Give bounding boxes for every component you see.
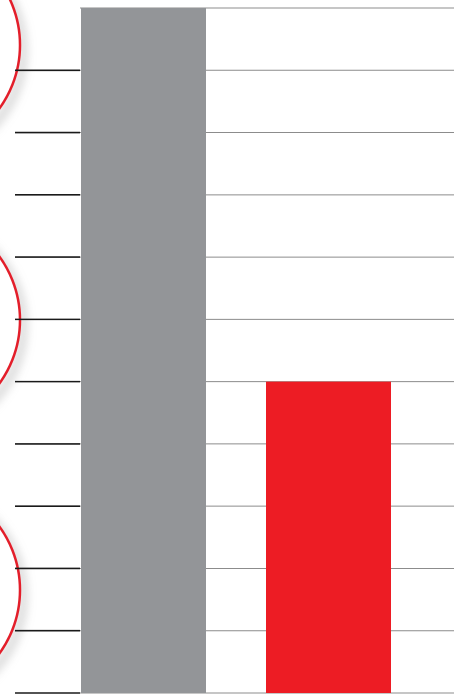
circle-shadow-2 — [0, 254, 26, 398]
bars — [81, 8, 391, 693]
decorative-circle-1 — [0, 0, 22, 110]
decorative-circle-3 — [0, 525, 22, 655]
bar-1 — [81, 8, 206, 693]
circle-shadow-1 — [0, 0, 26, 123]
decorative-circles — [0, 0, 26, 668]
bar-2 — [266, 381, 391, 693]
circle-shadow-3 — [0, 524, 26, 668]
y-axis-ticks — [15, 69, 80, 694]
